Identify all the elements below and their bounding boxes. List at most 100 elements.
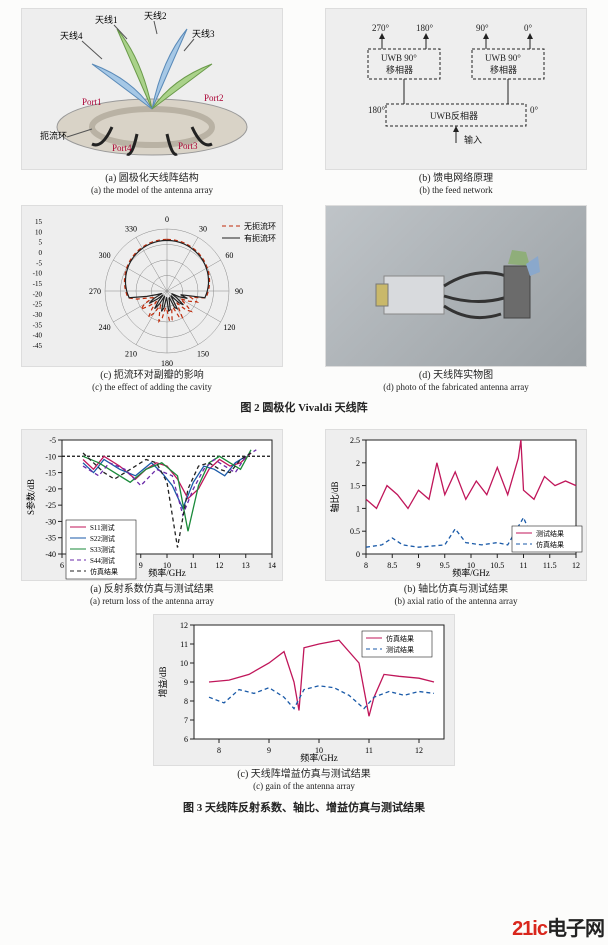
svg-text:90: 90: [235, 287, 243, 296]
svg-text:10.5: 10.5: [490, 561, 504, 570]
fig3b-caption-en: (b) axial ratio of the antenna array: [395, 596, 518, 608]
fig2c-polar: 0306090120150180210240270300330151050-5-…: [21, 205, 283, 367]
svg-text:-45: -45: [33, 342, 43, 350]
fig2a-diagram: 天线1 天线2 天线3 天线4 Port1 Port2 Port3 Port4 …: [21, 8, 283, 170]
svg-text:12: 12: [180, 621, 188, 630]
svg-text:天线4: 天线4: [60, 30, 83, 41]
svg-text:频率/GHz: 频率/GHz: [300, 752, 338, 763]
svg-text:1: 1: [356, 505, 360, 514]
fig2d-caption-cn: (d) 天线阵实物图: [419, 369, 493, 382]
svg-text:S44测试: S44测试: [90, 556, 115, 565]
fig3a-caption-cn: (a) 反射系数仿真与测试结果: [90, 583, 214, 596]
svg-text:有扼流环: 有扼流环: [244, 233, 276, 243]
svg-text:-20: -20: [45, 485, 56, 494]
svg-text:8.5: 8.5: [387, 561, 397, 570]
fig3c-panel: 891011126789101112频率/GHz增益/dB仿真结果测试结果 (c…: [8, 614, 600, 793]
watermark-red: 21ic: [512, 918, 547, 940]
svg-text:UWB 90°: UWB 90°: [381, 53, 417, 63]
svg-text:频率/GHz: 频率/GHz: [452, 567, 490, 578]
svg-text:10: 10: [35, 228, 43, 236]
svg-text:UWB反相器: UWB反相器: [430, 110, 478, 121]
svg-text:8: 8: [217, 746, 221, 755]
svg-text:90°: 90°: [476, 23, 489, 33]
svg-text:-5: -5: [49, 436, 56, 445]
svg-text:7: 7: [184, 716, 188, 725]
svg-text:9.5: 9.5: [440, 561, 450, 570]
svg-text:-40: -40: [33, 331, 43, 339]
svg-text:天线1: 天线1: [95, 14, 118, 25]
fig3c-chart: 891011126789101112频率/GHz增益/dB仿真结果测试结果: [153, 614, 455, 766]
svg-text:-40: -40: [45, 550, 56, 559]
svg-text:0: 0: [356, 550, 360, 559]
svg-text:9: 9: [417, 561, 421, 570]
svg-text:无扼流环: 无扼流环: [244, 221, 276, 231]
svg-text:S11测试: S11测试: [90, 523, 115, 532]
fig3b-chart: 88.599.51010.51111.51200.511.522.5频率/GHz…: [325, 429, 587, 581]
svg-text:移相器: 移相器: [386, 64, 413, 75]
svg-text:12: 12: [216, 561, 224, 570]
svg-text:-15: -15: [33, 280, 43, 288]
svg-text:11: 11: [365, 746, 373, 755]
svg-text:频率/GHz: 频率/GHz: [148, 567, 186, 578]
svg-text:180: 180: [161, 359, 173, 366]
svg-text:12: 12: [415, 746, 423, 755]
svg-text:-25: -25: [45, 502, 56, 511]
svg-text:2: 2: [356, 459, 360, 468]
fig3c-caption-cn: (c) 天线阵增益仿真与测试结果: [237, 768, 371, 781]
svg-text:11: 11: [180, 640, 188, 649]
svg-text:测试结果: 测试结果: [386, 645, 414, 654]
svg-text:天线3: 天线3: [192, 28, 215, 39]
svg-text:2.5: 2.5: [350, 436, 360, 445]
svg-text:0.5: 0.5: [350, 528, 360, 537]
svg-text:-10: -10: [45, 453, 56, 462]
svg-text:-35: -35: [45, 534, 56, 543]
svg-text:270: 270: [89, 287, 101, 296]
svg-text:9: 9: [184, 678, 188, 687]
svg-text:-10: -10: [33, 269, 43, 277]
svg-text:-25: -25: [33, 300, 43, 308]
fig2d-photo: [325, 205, 587, 367]
svg-text:210: 210: [125, 349, 137, 358]
svg-text:30: 30: [199, 224, 207, 233]
fig3-title: 图 3 天线阵反射系数、轴比、增益仿真与测试结果: [8, 799, 600, 815]
svg-text:9: 9: [139, 561, 143, 570]
svg-text:Port4: Port4: [112, 143, 132, 153]
fig2a-caption-cn: (a) 圆极化天线阵结构: [105, 172, 199, 185]
svg-text:S33测试: S33测试: [90, 545, 115, 554]
fig2a-panel: 天线1 天线2 天线3 天线4 Port1 Port2 Port3 Port4 …: [8, 8, 296, 197]
svg-text:120: 120: [223, 323, 235, 332]
svg-text:输入: 输入: [464, 134, 482, 145]
fig2d-caption-en: (d) photo of the fabricated antenna arra…: [383, 382, 528, 394]
fig2b-diagram: 270°180° 90°0° UWB 90°移相器 UWB 90°移相器: [325, 8, 587, 170]
svg-text:移相器: 移相器: [490, 64, 517, 75]
fig3a-panel: 67891011121314-40-35-30-25-20-15-10-5频率/…: [8, 429, 296, 608]
svg-text:仿真结果: 仿真结果: [386, 634, 414, 643]
svg-text:轴比/dB: 轴比/dB: [329, 482, 340, 513]
svg-text:UWB 90°: UWB 90°: [485, 53, 521, 63]
svg-text:15: 15: [35, 218, 43, 226]
svg-text:12: 12: [572, 561, 580, 570]
svg-text:仿真结果: 仿真结果: [536, 540, 564, 549]
svg-text:1.5: 1.5: [350, 482, 360, 491]
fig2a-caption-en: (a) the model of the antenna array: [91, 185, 213, 197]
watermark: 21ic电子网: [512, 912, 604, 941]
fig2c-panel: 0306090120150180210240270300330151050-5-…: [8, 205, 296, 394]
svg-text:-20: -20: [33, 290, 43, 298]
svg-text:11: 11: [189, 561, 197, 570]
fig3b-panel: 88.599.51010.51111.51200.511.522.5频率/GHz…: [312, 429, 600, 608]
fig3a-caption-en: (a) return loss of the antenna array: [90, 596, 214, 608]
svg-text:0°: 0°: [530, 105, 539, 115]
svg-text:11: 11: [520, 561, 528, 570]
svg-text:13: 13: [242, 561, 250, 570]
svg-text:6: 6: [184, 735, 188, 744]
fig2d-panel: (d) 天线阵实物图 (d) photo of the fabricated a…: [312, 205, 600, 394]
svg-text:-5: -5: [36, 259, 42, 267]
svg-text:0: 0: [39, 249, 43, 257]
fig3c-caption-en: (c) gain of the antenna array: [253, 781, 355, 793]
fig2b-caption-en: (b) the feed network: [419, 185, 492, 197]
svg-text:Port1: Port1: [82, 97, 102, 107]
fig3b-caption-cn: (b) 轴比仿真与测试结果: [404, 583, 508, 596]
svg-text:0: 0: [165, 215, 169, 224]
svg-text:5: 5: [39, 238, 43, 246]
fig2c-caption-cn: (c) 扼流环对副瓣的影响: [100, 369, 204, 382]
